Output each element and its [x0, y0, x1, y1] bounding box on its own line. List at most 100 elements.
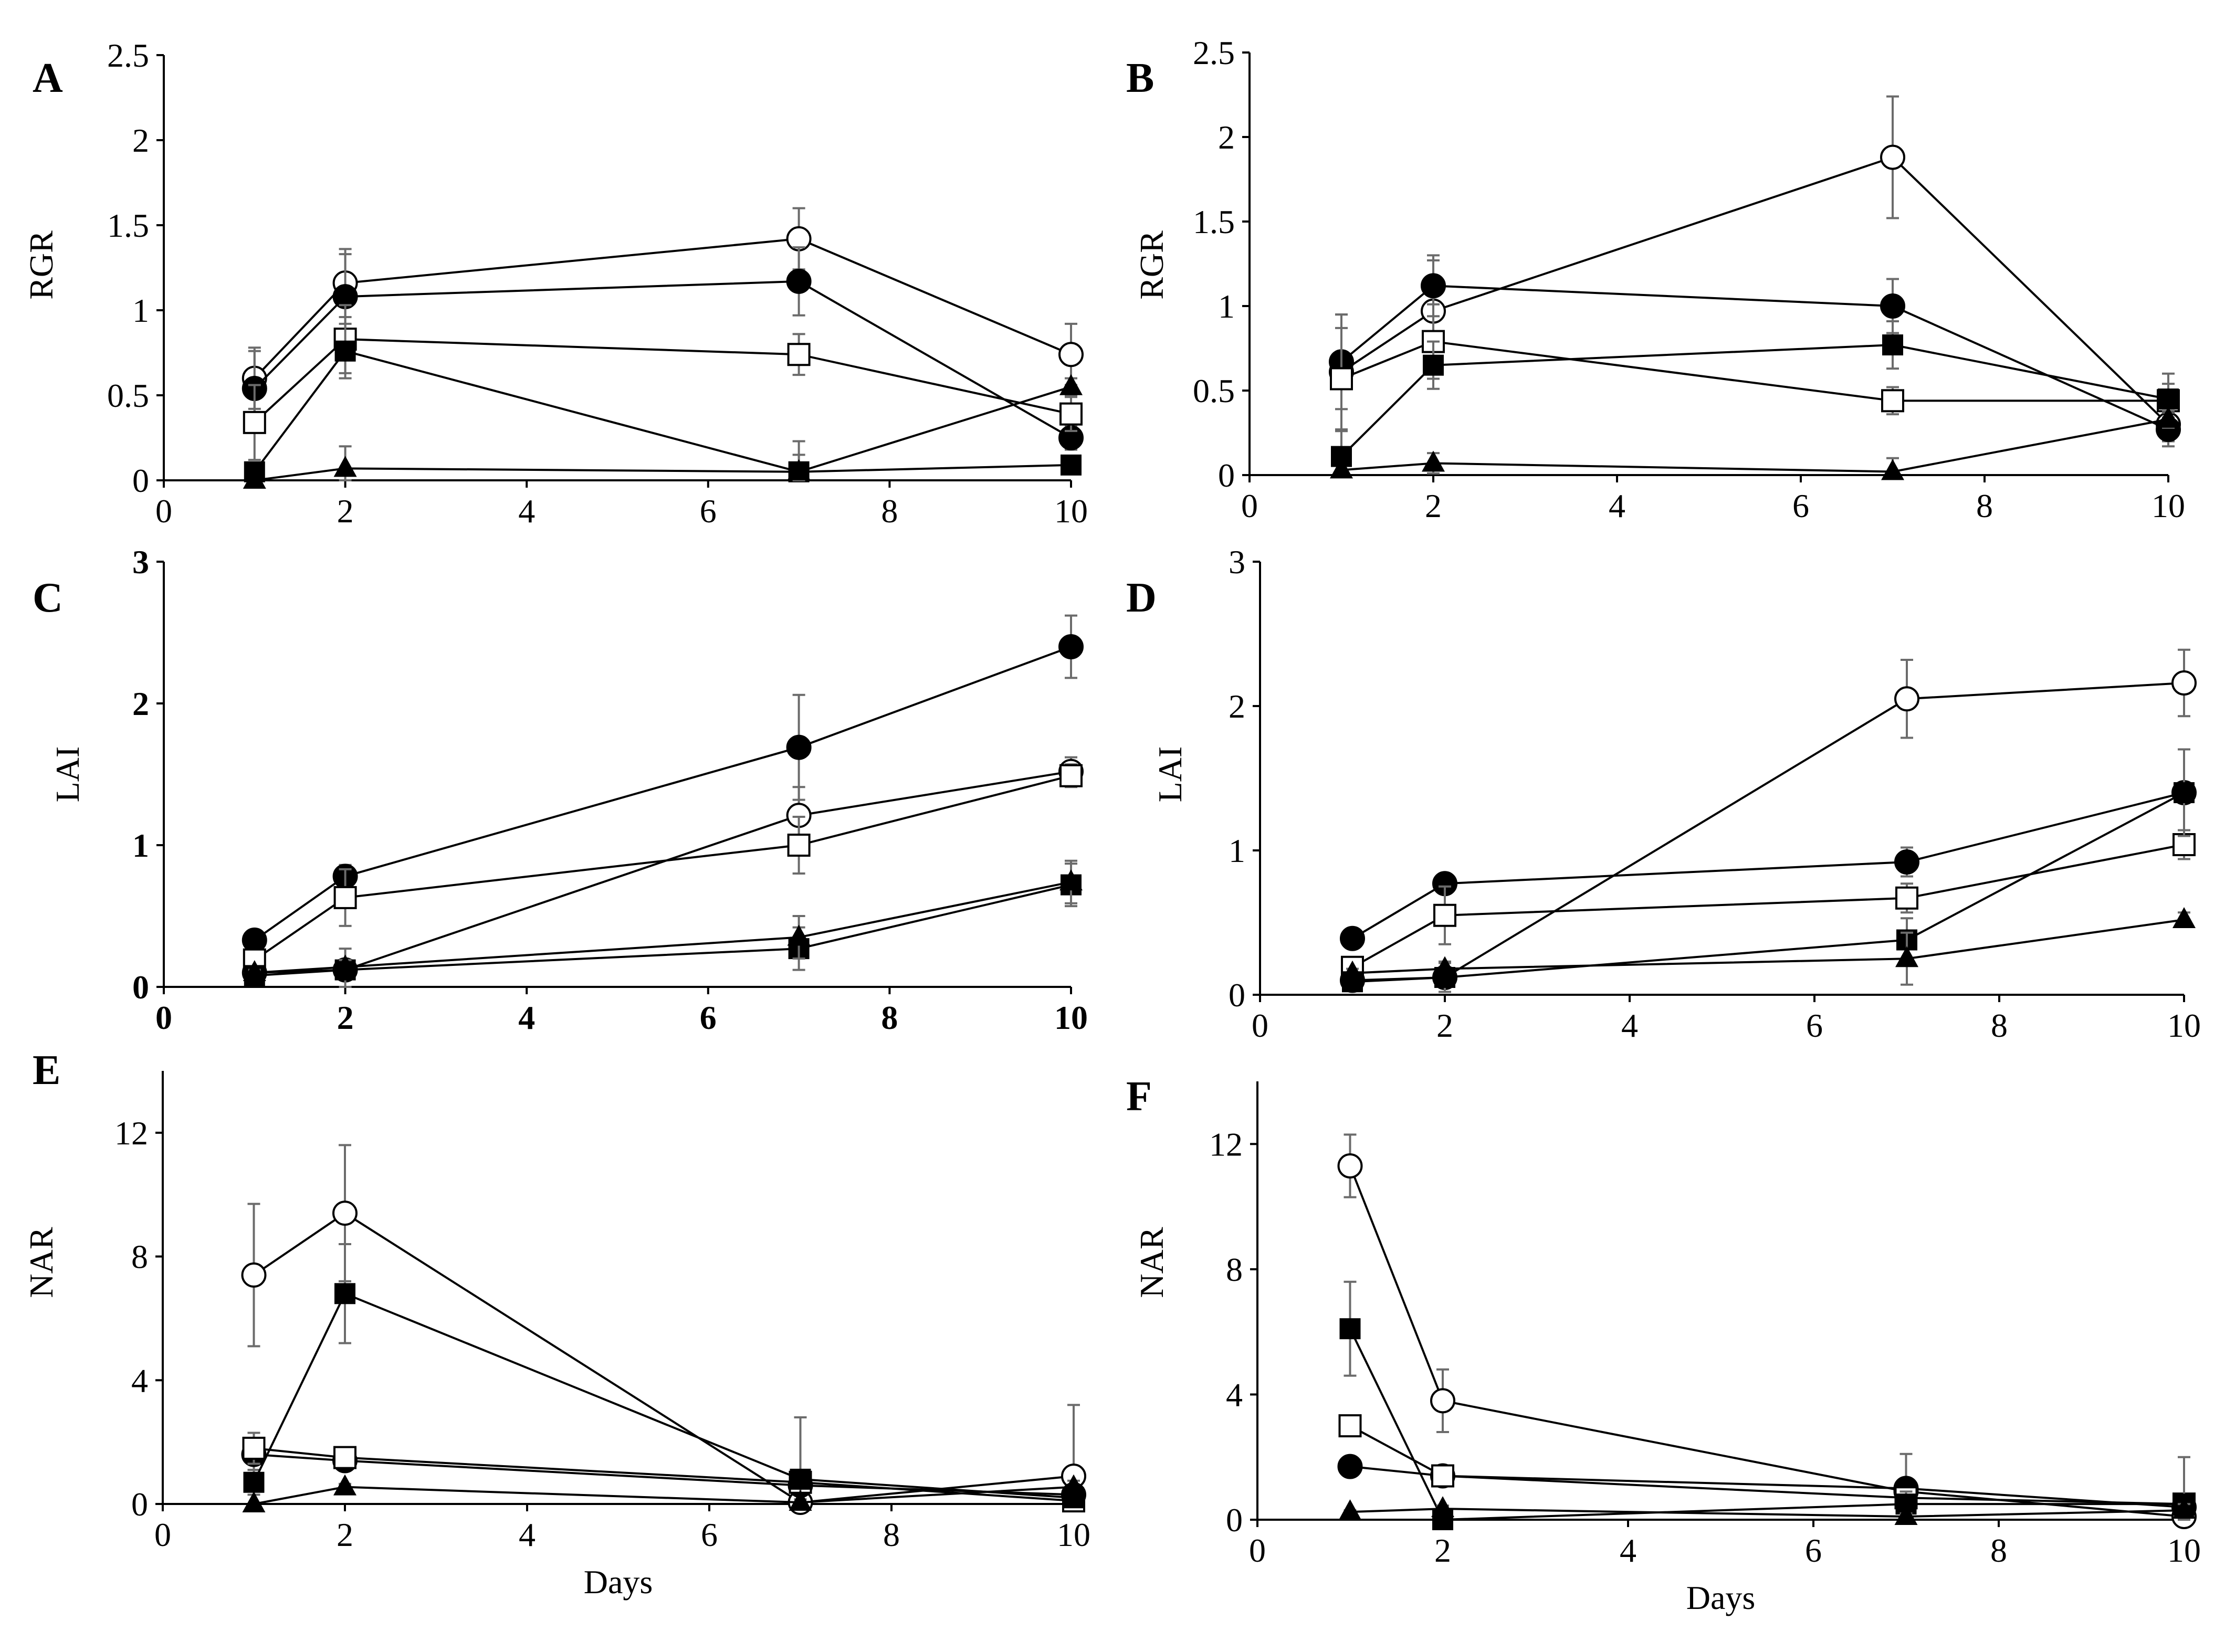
- series-open-square: [1330, 303, 2180, 431]
- data-point: [1894, 686, 1919, 712]
- x-tick-label: 10: [2167, 1007, 2201, 1044]
- x-tick-label: 10: [2167, 1532, 2201, 1569]
- series-line: [1341, 340, 2168, 402]
- y-axis-label: NAR: [23, 1227, 60, 1298]
- data-point: [1880, 144, 1905, 170]
- data-point: [1431, 1464, 1454, 1488]
- data-point: [2172, 1498, 2196, 1519]
- x-tick-label: 4: [518, 999, 535, 1036]
- data-point: [2158, 388, 2179, 410]
- x-tick-label: 10: [1054, 492, 1088, 530]
- data-point: [1059, 869, 1083, 891]
- data-point: [1894, 1504, 1918, 1525]
- y-tick-label: 0: [131, 1486, 148, 1523]
- data-point: [1894, 849, 1919, 875]
- y-axis-label: RGR: [23, 230, 60, 300]
- series-line: [1352, 919, 2185, 974]
- data-point: [1059, 402, 1083, 426]
- series-line: [253, 1292, 1074, 1499]
- y-axis-label: NAR: [1133, 1227, 1170, 1298]
- series-filled-square: [243, 1243, 1084, 1509]
- x-tick-label: 8: [1991, 1007, 2008, 1044]
- data-point: [2172, 907, 2196, 928]
- y-tick-label: 2.5: [1193, 34, 1235, 71]
- series-line: [254, 770, 1072, 974]
- series-open-circle: [1329, 95, 2181, 443]
- data-point: [1880, 293, 1905, 319]
- data-point: [1340, 925, 1365, 951]
- x-tick-label: 6: [701, 1516, 718, 1553]
- series-line: [254, 774, 1072, 961]
- data-point: [242, 1491, 266, 1512]
- panel-label: B: [1126, 55, 1154, 101]
- y-tick-label: 1: [1229, 832, 1245, 869]
- series-open-square: [243, 763, 1083, 972]
- series-filled-triangle: [1338, 1496, 2196, 1525]
- y-tick-label: 1: [132, 292, 149, 329]
- panel-label: F: [1126, 1074, 1152, 1120]
- x-tick-label: 0: [1249, 1532, 1266, 1569]
- x-tick-label: 0: [1241, 487, 1258, 524]
- data-point: [2157, 406, 2180, 428]
- y-tick-label: 4: [1226, 1376, 1243, 1413]
- data-point: [1338, 1414, 1362, 1438]
- series-line: [1340, 285, 2169, 430]
- y-tick-label: 1.5: [1193, 203, 1235, 240]
- data-point: [243, 468, 266, 489]
- y-tick-label: 4: [131, 1362, 148, 1399]
- data-point: [334, 340, 356, 362]
- y-tick-label: 8: [131, 1238, 148, 1276]
- x-tick-label: 10: [2151, 487, 2185, 524]
- y-tick-label: 8: [1226, 1251, 1243, 1288]
- data-point: [1330, 457, 1353, 479]
- panel-label: D: [1126, 575, 1157, 621]
- x-axis-label: Days: [584, 1563, 653, 1601]
- data-point: [1895, 886, 1918, 910]
- series-line: [1352, 682, 2185, 982]
- x-tick-label: 4: [518, 492, 535, 530]
- x-tick-label: 4: [1621, 1007, 1638, 1044]
- y-tick-label: 2: [1229, 688, 1245, 725]
- y-tick-label: 0: [132, 969, 149, 1006]
- y-tick-label: 2: [132, 685, 149, 722]
- series-line: [254, 1453, 1074, 1496]
- series-line: [254, 1447, 1074, 1502]
- y-tick-label: 1.5: [107, 207, 149, 244]
- series-filled-circle: [242, 614, 1084, 953]
- data-point: [333, 1474, 356, 1496]
- x-tick-label: 6: [1805, 1532, 1822, 1569]
- data-point: [333, 886, 357, 909]
- data-point: [786, 268, 812, 294]
- x-tick-label: 8: [881, 999, 898, 1036]
- panel-A: A RGR 0 0.5 1 1.5 2 2.5 0 2 4 6 8 10: [23, 37, 1088, 530]
- x-tick-label: 0: [155, 999, 172, 1036]
- data-point: [333, 456, 357, 477]
- data-point: [1059, 374, 1083, 395]
- series-line: [1352, 844, 2185, 969]
- series-filled-square: [1331, 320, 2179, 476]
- data-point: [1059, 764, 1083, 787]
- series-line: [1350, 1508, 2185, 1518]
- data-point: [1062, 1474, 1085, 1496]
- x-tick-label: 4: [1620, 1532, 1636, 1569]
- series-open-square: [243, 304, 1083, 461]
- x-tick-label: 0: [155, 492, 172, 530]
- series-line: [254, 280, 1072, 439]
- series-line: [1340, 156, 2169, 425]
- x-tick-label: 0: [1252, 1007, 1268, 1044]
- y-tick-label: 12: [114, 1114, 148, 1152]
- series-filled-triangle: [242, 1474, 1085, 1512]
- x-tick-label: 8: [1990, 1532, 2007, 1569]
- data-point: [2174, 782, 2195, 803]
- y-tick-label: 0: [132, 462, 149, 499]
- x-tick-label: 2: [1434, 1532, 1451, 1569]
- y-axis-label: RGR: [1133, 230, 1170, 300]
- series-filled-circle: [1340, 748, 2197, 951]
- series-line: [1352, 792, 2185, 983]
- data-point: [1058, 634, 1084, 659]
- series-filled-triangle: [243, 859, 1083, 981]
- data-point: [241, 1262, 267, 1288]
- panel-B: B RGR 0 0.5 1 1.5 2 2.5 0 2 4 6 8 10: [1126, 34, 2185, 524]
- y-tick-label: 0: [1229, 976, 1245, 1014]
